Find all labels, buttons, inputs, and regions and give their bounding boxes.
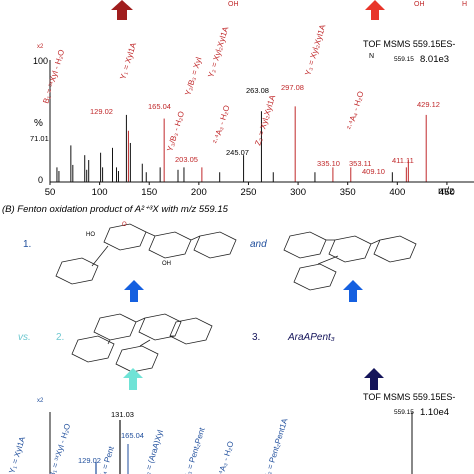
x-tick-label-300: 300 xyxy=(290,187,306,198)
arrow-dark-red-icon xyxy=(111,0,133,20)
fragment-h-right: H xyxy=(462,1,467,8)
x-tick-label-250: 250 xyxy=(241,187,257,198)
spectrum-b-peak-label-165: 165.04 xyxy=(121,431,144,440)
annotation-a4: ²·⁴A₄ - H₂O xyxy=(345,90,365,130)
vs-label: vs. xyxy=(18,332,31,343)
spectrum-a-peaks xyxy=(56,106,427,182)
spectrum-a-instrument: TOF MSMS 559.15ES- xyxy=(363,39,455,49)
spectrum-a-parent-mz: 559.15 xyxy=(394,56,414,63)
arrow-blue-left-icon xyxy=(124,280,144,302)
x-tick-label-450: 450 xyxy=(439,187,455,198)
annotation-y2: Y₂ = Xyl₂Xyl1A xyxy=(206,25,230,79)
arrow-cyan-icon xyxy=(123,368,143,390)
peak-label-411: 411.11 xyxy=(392,156,414,165)
spectrum-a-x-unit: m/z xyxy=(438,186,454,197)
structure-1-labels: HO OH O xyxy=(86,222,171,267)
peak-label-71: 71.01 xyxy=(30,134,49,143)
spectrum-b-annotation-a3: ²·⁴A₃ - H₂O xyxy=(215,440,235,474)
spectrum-b-intensity: 1.10e4 xyxy=(420,407,449,418)
arrow-blue-right-icon xyxy=(343,280,363,302)
x-tick-label-400: 400 xyxy=(389,187,405,198)
x-tick-label-350: 350 xyxy=(340,187,356,198)
item-3-name: AraAPent₃ xyxy=(287,332,335,343)
x-tick-label-100: 100 xyxy=(92,187,108,198)
x-tick-label-200: 200 xyxy=(191,187,207,198)
peak-label-263: 263.08 xyxy=(246,86,269,95)
x-tick-label-50: 50 xyxy=(45,187,56,198)
ring-label-o: O xyxy=(122,222,127,228)
spectrum-a-intensity: 8.01e3 xyxy=(420,54,449,65)
panel-b-title: (B) Fenton oxidation product of A²⁺³X wi… xyxy=(2,204,229,215)
structure-1b-drawing xyxy=(283,231,417,291)
item-3-label: 3. xyxy=(252,332,260,343)
annotation-y3: Y₃ = Xyl₂Xyl1A xyxy=(303,23,327,77)
item-2-label: 2. xyxy=(56,332,64,343)
and-label: and xyxy=(250,239,267,250)
peak-label-335: 335.10 xyxy=(317,159,340,168)
spectrum-a-y-zero: 0 xyxy=(38,175,43,185)
spectrum-b-parent-mz: 559.15 xyxy=(394,409,414,416)
annotation-y2b3: Y₂/B₃ = Xyl xyxy=(183,56,203,97)
spectrum-b-peak-label-129: 129.02 xyxy=(78,456,101,465)
arrow-navy-icon xyxy=(364,368,384,390)
spectrum-a: 50100150200250300350400450500550 100 0 %… xyxy=(30,23,474,198)
spectrum-b-instrument: TOF MSMS 559.15ES- xyxy=(363,392,455,402)
structure-1-drawing xyxy=(55,223,237,285)
spectrum-b-annotation-y3: Y₃ = Pent₂Pent xyxy=(182,426,207,474)
spectrum-a-x-ticks: 50100150200250300350400450500550 xyxy=(45,182,455,198)
spectrum-b-x2-marker: x2 xyxy=(37,398,44,404)
spectrum-a-y-unit: % xyxy=(34,118,43,129)
spectrum-b: TOF MSMS 559.15ES- 559.15 1.10e4 x2 131.… xyxy=(7,392,455,474)
peak-label-297: 297.08 xyxy=(281,83,304,92)
peak-label-353: 353.11 xyxy=(349,159,371,168)
peak-label-409: 409.10 xyxy=(362,167,385,176)
spectrum-b-peak-label-131: 131.03 xyxy=(111,410,134,419)
spectrum-a-x2-marker: x2 xyxy=(37,44,44,50)
annotation-z2: Z₂ = Xyl₂Xyl1A xyxy=(253,93,277,146)
peak-label-429: 429.12 xyxy=(417,100,440,109)
spectrum-a-y-top: 100 xyxy=(33,56,48,66)
annotation-a3: ²·⁴A₃ - H₂O xyxy=(211,104,231,144)
item-1-label: 1. xyxy=(23,239,31,250)
ring-label-ho: HO xyxy=(86,232,95,238)
peak-label-245: 245.07 xyxy=(226,148,249,157)
structure-2-drawing xyxy=(71,313,213,373)
ring-label-oh: OH xyxy=(162,261,171,267)
x-tick-label-150: 150 xyxy=(141,187,157,198)
peak-label-165: 165.04 xyxy=(148,102,171,111)
spectrum-b-annotation-y1: Y₁ = Xyl1A xyxy=(7,435,27,474)
peak-label-203: 203.05 xyxy=(175,155,198,164)
spectrum-b-annotation-y2: Y₂ = Pent₂Pent1A xyxy=(262,417,289,474)
annotation-y3b3: Y₃/B₃ - H₂O xyxy=(165,110,186,152)
annotation-y1: Y₁ = Xyl1A xyxy=(118,41,138,81)
spectrum-b-annotation-z2: Z₂ = (AraA)Xyl xyxy=(141,429,165,474)
fragment-oh-left: OH xyxy=(228,1,239,8)
peak-label-129: 129.02 xyxy=(90,107,113,116)
fragment-oh-right: OH xyxy=(414,1,425,8)
spectrum-b-annotation-b1: B₁ = ᵓˣXyl - H₂O xyxy=(47,422,72,474)
precursor-symbol: N xyxy=(369,53,374,60)
arrow-bright-red-icon xyxy=(365,0,385,20)
